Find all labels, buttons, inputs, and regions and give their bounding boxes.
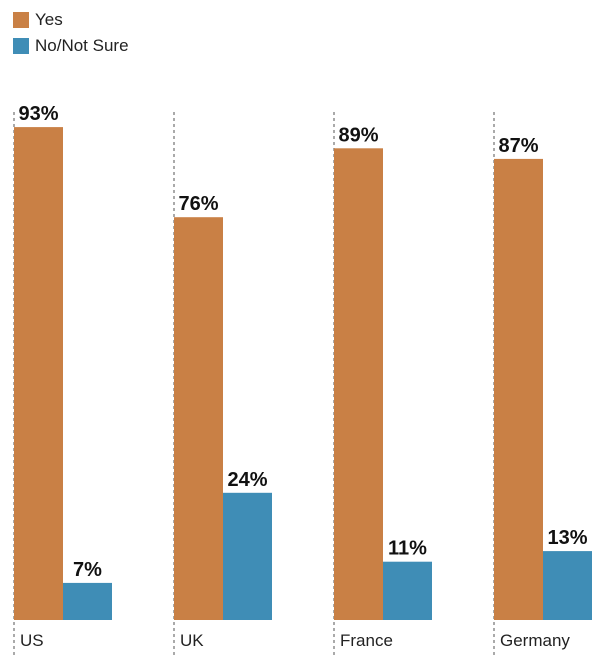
data-label-us-yes: 93% bbox=[18, 103, 58, 125]
data-label-france-yes: 89% bbox=[338, 124, 378, 146]
bar-us-yes bbox=[14, 127, 63, 620]
legend-item-yes: Yes bbox=[13, 7, 129, 33]
x-tick-label-uk: UK bbox=[180, 631, 204, 650]
data-label-uk-yes: 76% bbox=[178, 193, 218, 215]
x-tick-label-us: US bbox=[20, 631, 44, 650]
bar-france-yes bbox=[334, 148, 383, 621]
data-label-germany-yes: 87% bbox=[498, 135, 538, 157]
bar-uk-no-not-sure bbox=[223, 492, 272, 620]
x-tick-label-france: France bbox=[340, 631, 393, 650]
bar-germany-yes bbox=[494, 158, 543, 620]
data-label-uk-no-not-sure: 24% bbox=[227, 469, 267, 491]
legend-label-no-not-sure: No/Not Sure bbox=[35, 36, 129, 55]
data-label-us-no-not-sure: 7% bbox=[73, 559, 102, 581]
legend: Yes No/Not Sure bbox=[13, 7, 129, 59]
data-label-france-no-not-sure: 11% bbox=[388, 538, 427, 560]
legend-swatch-yes bbox=[13, 12, 29, 28]
bar-uk-yes bbox=[174, 217, 223, 620]
legend-label-yes: Yes bbox=[35, 10, 63, 29]
bar-germany-no-not-sure bbox=[543, 551, 592, 620]
x-tick-label-germany: Germany bbox=[500, 631, 570, 650]
legend-swatch-no-not-sure bbox=[13, 38, 29, 54]
legend-item-no-not-sure: No/Not Sure bbox=[13, 33, 129, 59]
bar-france-no-not-sure bbox=[383, 561, 432, 620]
data-label-germany-no-not-sure: 13% bbox=[547, 527, 587, 549]
bar-us-no-not-sure bbox=[63, 582, 112, 620]
